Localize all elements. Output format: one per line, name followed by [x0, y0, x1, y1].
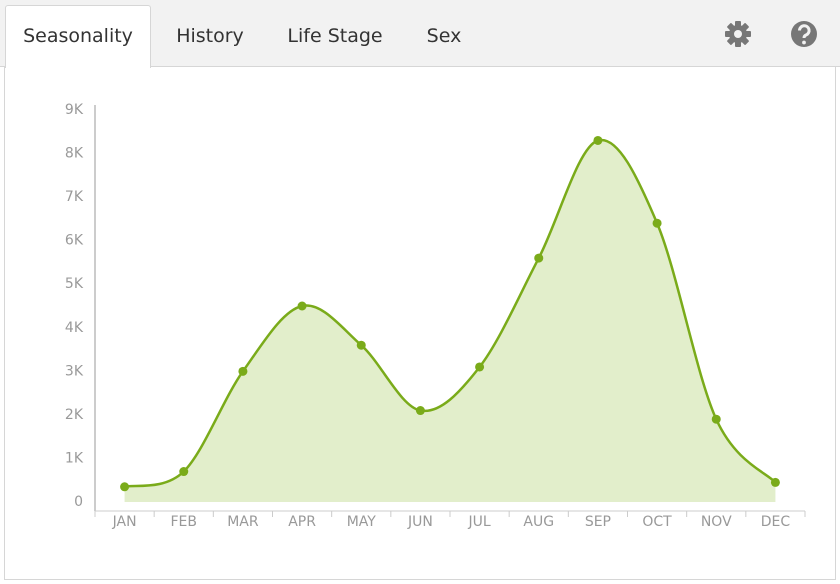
- tab[interactable]: Life Stage: [287, 25, 383, 47]
- y-tick-label: 6K: [65, 233, 84, 249]
- settings-icon[interactable]: [724, 20, 752, 48]
- point: [297, 301, 307, 311]
- x-tick-label: AUG: [523, 514, 554, 530]
- help-icon[interactable]: [790, 20, 818, 48]
- x-tick-label: JAN: [112, 514, 137, 530]
- x-tick-label: OCT: [642, 514, 672, 530]
- point: [179, 467, 189, 477]
- tab[interactable]: Seasonality: [5, 5, 151, 68]
- tab-bar: Seasonality History Life Stage Sex: [0, 0, 840, 68]
- area: [124, 139, 776, 503]
- x-tick-label: MAY: [347, 514, 377, 530]
- panel: [4, 66, 836, 580]
- y-tick-label: 4K: [65, 320, 84, 336]
- x-tick-label: APR: [288, 514, 316, 530]
- y-tick-label: 0: [74, 494, 83, 510]
- point: [415, 406, 425, 416]
- x-tick-label: JUN: [407, 514, 433, 530]
- y-tick-label: 7K: [65, 189, 84, 205]
- x-tick-label: FEB: [170, 514, 197, 530]
- point: [120, 482, 130, 492]
- point: [238, 366, 248, 376]
- y-tick-label: 3K: [65, 363, 84, 379]
- point: [770, 477, 780, 487]
- point: [534, 253, 544, 263]
- point: [356, 340, 366, 350]
- y-tick-label: 1K: [65, 450, 84, 466]
- x-tick-label: MAR: [227, 514, 259, 530]
- x-tick-label: SEP: [585, 514, 611, 530]
- x-tick-label: DEC: [761, 514, 791, 530]
- x-tick-label: JUL: [467, 514, 490, 530]
- y-tick-label: 5K: [65, 276, 84, 292]
- y-tick-label: 9K: [65, 102, 84, 118]
- point: [711, 414, 721, 424]
- tab[interactable]: Sex: [426, 25, 462, 47]
- point: [652, 218, 662, 228]
- tab[interactable]: History: [176, 25, 244, 47]
- point: [593, 135, 603, 145]
- y-tick-label: 8K: [65, 146, 84, 162]
- y-tick-label: 2K: [65, 407, 84, 423]
- point: [475, 362, 485, 372]
- x-tick-label: NOV: [701, 514, 732, 530]
